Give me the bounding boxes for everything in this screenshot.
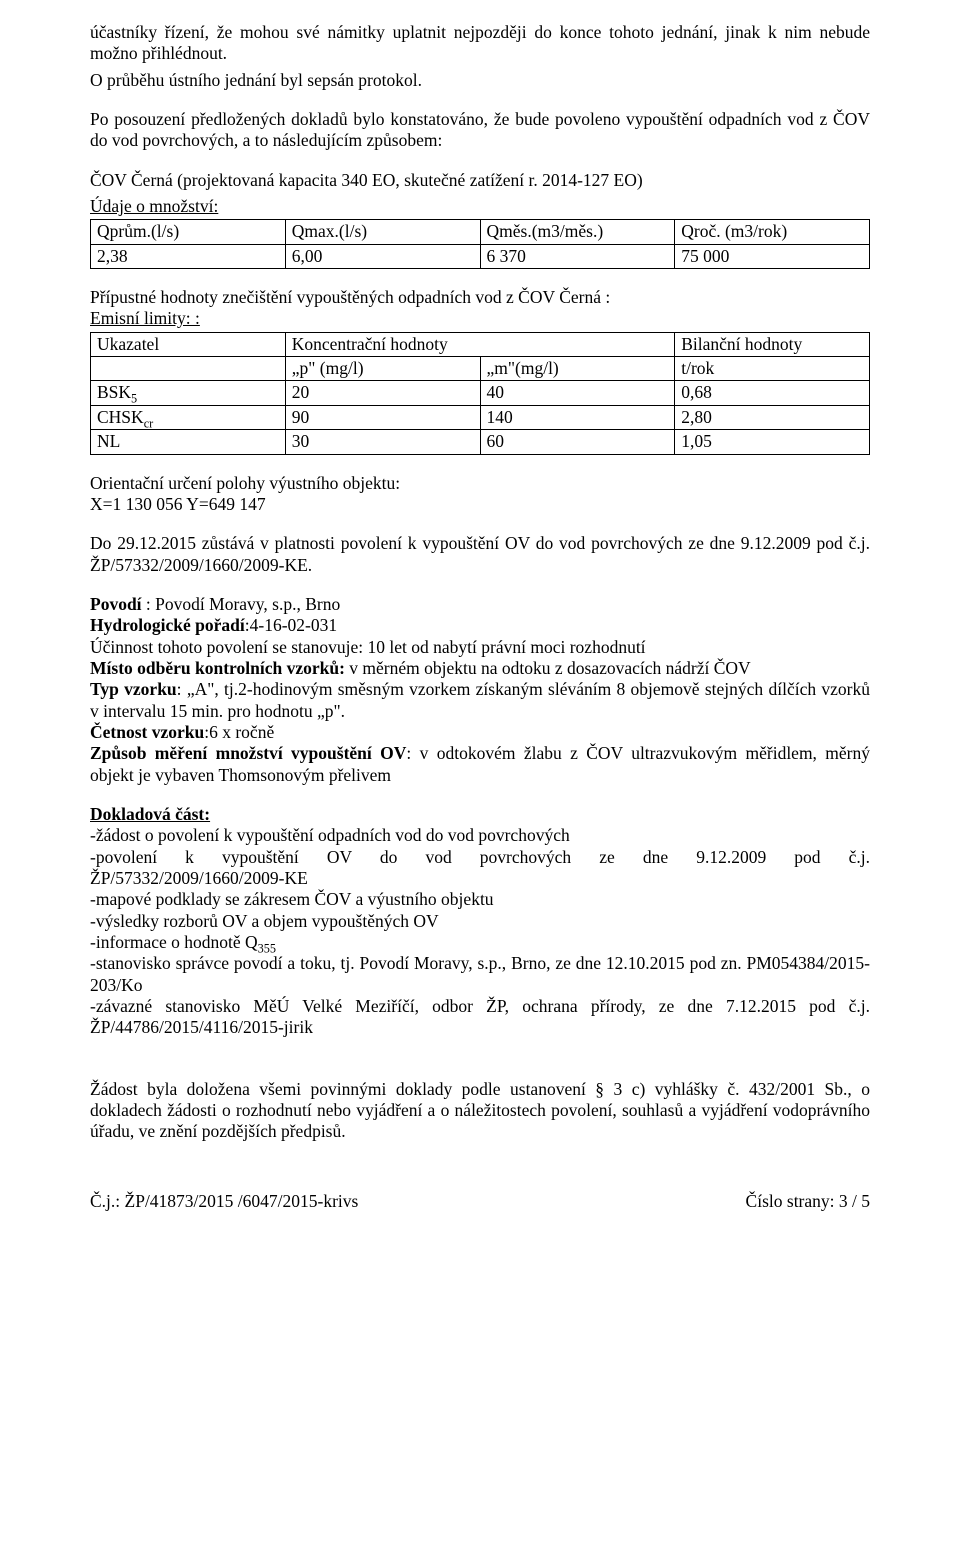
limits-cell: NL [91, 430, 286, 454]
limits-cell: 140 [480, 405, 675, 429]
qty-cell: 6,00 [285, 244, 480, 268]
paragraph-3: Po posouzení předložených dokladů bylo k… [90, 109, 870, 152]
table-row: BSK5 20 40 0,68 [91, 381, 870, 405]
qty-cell: 2,38 [91, 244, 286, 268]
qty-header: Qprům.(l/s) [91, 220, 286, 244]
footer-ref: Č.j.: ŽP/41873/2015 /6047/2015-krivs [90, 1191, 358, 1212]
udaje-label: Údaje o množství: [90, 196, 870, 217]
limits-unit: t/rok [675, 357, 870, 381]
qty-cell: 6 370 [480, 244, 675, 268]
doklad-item: -výsledky rozborů OV a objem vypouštěnýc… [90, 911, 870, 932]
qty-header: Qměs.(m3/měs.) [480, 220, 675, 244]
table-row: Ukazatel Koncentrační hodnoty Bilanční h… [91, 332, 870, 356]
emisni-label: Emisní limity: : [90, 308, 870, 329]
table-row: CHSKcr 90 140 2,80 [91, 405, 870, 429]
doklad-item: -povolení k vypouštění OV do vod povrcho… [90, 847, 870, 890]
paragraph-2: O průběhu ústního jednání byl sepsán pro… [90, 70, 870, 91]
limits-cell: 40 [480, 381, 675, 405]
limits-unit [91, 357, 286, 381]
qty-cell: 75 000 [675, 244, 870, 268]
doklad-item: -závazné stanovisko MěÚ Velké Meziříčí, … [90, 996, 870, 1039]
doklad-item: -stanovisko správce povodí a toku, tj. P… [90, 953, 870, 996]
limits-cell: CHSKcr [91, 405, 286, 429]
limits-cell: 30 [285, 430, 480, 454]
orientacni-label: Orientační určení polohy výustního objek… [90, 473, 870, 494]
quantity-table: Qprům.(l/s) Qmax.(l/s) Qměs.(m3/měs.) Qr… [90, 219, 870, 269]
limits-cell: 0,68 [675, 381, 870, 405]
paragraph-1: účastníky řízení, že mohou své námitky u… [90, 22, 870, 65]
limits-header: Ukazatel [91, 332, 286, 356]
table-row: „p" (mg/l) „m"(mg/l) t/rok [91, 357, 870, 381]
doklad-item: -informace o hodnotě Q355 [90, 932, 870, 953]
paragraph-4: ČOV Černá (projektovaná kapacita 340 EO,… [90, 170, 870, 191]
hydro-line: Hydrologické pořadí:4-16-02-031 [90, 615, 870, 636]
limits-header: Koncentrační hodnoty [285, 332, 675, 356]
cetnost-line: Četnost vzorku:6 x ročně [90, 722, 870, 743]
zaver-para: Žádost byla doložena všemi povinnými dok… [90, 1079, 870, 1143]
platnost-para: Do 29.12.2015 zůstává v platnosti povole… [90, 533, 870, 576]
povodi-line: Povodí : Povodí Moravy, s.p., Brno [90, 594, 870, 615]
limits-cell: 20 [285, 381, 480, 405]
limits-unit: „p" (mg/l) [285, 357, 480, 381]
pripustne-label: Přípustné hodnoty znečištění vypouštěnýc… [90, 287, 870, 308]
doklad-item: -žádost o povolení k vypouštění odpadníc… [90, 825, 870, 846]
limits-cell: 1,05 [675, 430, 870, 454]
limits-unit: „m"(mg/l) [480, 357, 675, 381]
typ-line: Typ vzorku: „A", tj.2-hodinovým směsným … [90, 679, 870, 722]
misto-line: Místo odběru kontrolních vzorků: v měrné… [90, 658, 870, 679]
limits-cell: 60 [480, 430, 675, 454]
table-row: Qprům.(l/s) Qmax.(l/s) Qměs.(m3/měs.) Qr… [91, 220, 870, 244]
limits-cell: 90 [285, 405, 480, 429]
page-footer: Č.j.: ŽP/41873/2015 /6047/2015-krivs Čís… [90, 1191, 870, 1212]
table-row: NL 30 60 1,05 [91, 430, 870, 454]
ucinnost-line: Účinnost tohoto povolení se stanovuje: 1… [90, 637, 870, 658]
footer-page: Číslo strany: 3 / 5 [746, 1191, 870, 1212]
orientacni-coords: X=1 130 056 Y=649 147 [90, 494, 870, 515]
limits-header: Bilanční hodnoty [675, 332, 870, 356]
zpusob-line: Způsob měření množství vypouštění OV: v … [90, 743, 870, 786]
dokladova-heading: Dokladová část: [90, 804, 870, 825]
qty-header: Qroč. (m3/rok) [675, 220, 870, 244]
table-row: 2,38 6,00 6 370 75 000 [91, 244, 870, 268]
limits-table: Ukazatel Koncentrační hodnoty Bilanční h… [90, 332, 870, 455]
qty-header: Qmax.(l/s) [285, 220, 480, 244]
doklad-item: -mapové podklady se zákresem ČOV a výust… [90, 889, 870, 910]
document-page: účastníky řízení, že mohou své námitky u… [0, 0, 960, 1252]
limits-cell: BSK5 [91, 381, 286, 405]
limits-cell: 2,80 [675, 405, 870, 429]
